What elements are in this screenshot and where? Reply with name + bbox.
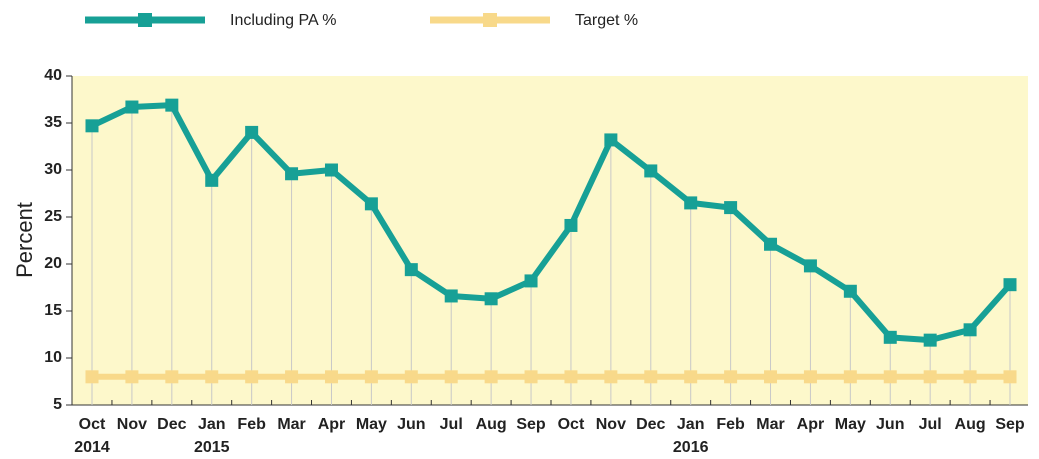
data-point (245, 370, 259, 384)
data-point (883, 330, 897, 344)
data-point (484, 370, 498, 384)
x-tick-label: Nov (117, 416, 147, 433)
legend-marker (138, 13, 152, 27)
x-tick-label: Apr (318, 416, 346, 433)
data-point (764, 370, 778, 384)
data-point (564, 218, 578, 232)
data-point (883, 370, 897, 384)
data-point (165, 370, 179, 384)
y-tick-label: 25 (44, 208, 62, 225)
data-point (963, 370, 977, 384)
x-tick-label: Jan (198, 416, 226, 433)
x-tick-label: May (835, 416, 866, 433)
data-point (404, 370, 418, 384)
data-point (205, 173, 219, 187)
x-tick-label: Jul (440, 416, 463, 433)
data-point (524, 274, 538, 288)
y-tick-label: 5 (53, 396, 62, 413)
data-point (125, 100, 139, 114)
y-tick-label: 20 (44, 255, 62, 272)
x-tick-label: Mar (277, 416, 305, 433)
x-tick-label: Oct (79, 416, 106, 433)
data-point (764, 237, 778, 251)
x-tick-label: Feb (716, 416, 745, 433)
data-point (285, 167, 299, 181)
x-tick-label: Aug (476, 416, 507, 433)
data-point (923, 333, 937, 347)
data-point (843, 370, 857, 384)
data-point (644, 370, 658, 384)
x-tick-label: Dec (157, 416, 186, 433)
data-point (444, 370, 458, 384)
y-tick-label: 30 (44, 161, 62, 178)
legend-label: Target % (575, 12, 638, 29)
data-point (724, 201, 738, 215)
y-tick-label: 15 (44, 302, 62, 319)
data-point (1003, 370, 1017, 384)
x-tick-label: Jan (677, 416, 705, 433)
data-point (1003, 278, 1017, 292)
data-point (205, 370, 219, 384)
data-point (803, 370, 817, 384)
x-tick-label: Sep (516, 416, 546, 433)
y-axis-label: Percent (12, 202, 37, 278)
data-point (484, 292, 498, 306)
x-tick-label: Jun (397, 416, 425, 433)
data-point (724, 370, 738, 384)
data-point (843, 284, 857, 298)
x-tick-label: Feb (237, 416, 266, 433)
data-point (404, 263, 418, 277)
y-tick-label: 35 (44, 114, 62, 131)
data-point (684, 196, 698, 210)
data-point (444, 289, 458, 303)
data-point (524, 370, 538, 384)
data-point (364, 197, 378, 211)
data-point (285, 370, 299, 384)
data-point (604, 370, 618, 384)
data-point (125, 370, 139, 384)
data-point (803, 259, 817, 273)
data-point (165, 98, 179, 112)
data-point (604, 133, 618, 147)
x-year-label: 2014 (74, 439, 110, 456)
data-point (963, 323, 977, 337)
data-point (85, 119, 99, 133)
data-point (245, 125, 259, 139)
data-point (923, 370, 937, 384)
data-point (364, 370, 378, 384)
data-point (324, 370, 338, 384)
plot-area (72, 76, 1028, 405)
x-tick-label: Sep (995, 416, 1025, 433)
legend-marker (483, 13, 497, 27)
x-tick-label: Apr (797, 416, 825, 433)
y-tick-label: 10 (44, 349, 62, 366)
data-point (85, 370, 99, 384)
x-tick-label: Dec (636, 416, 665, 433)
x-tick-label: Jun (876, 416, 904, 433)
x-tick-label: Mar (756, 416, 784, 433)
data-point (644, 164, 658, 178)
data-point (324, 163, 338, 177)
x-year-label: 2016 (673, 439, 709, 456)
y-tick-label: 40 (44, 67, 62, 84)
x-tick-label: Jul (919, 416, 942, 433)
x-year-label: 2015 (194, 439, 230, 456)
x-tick-label: Oct (558, 416, 585, 433)
data-point (564, 370, 578, 384)
x-tick-label: Aug (955, 416, 986, 433)
x-tick-label: May (356, 416, 387, 433)
legend-label: Including PA % (230, 12, 336, 29)
series-line (90, 102, 1013, 344)
x-tick-label: Nov (596, 416, 626, 433)
data-point (684, 370, 698, 384)
